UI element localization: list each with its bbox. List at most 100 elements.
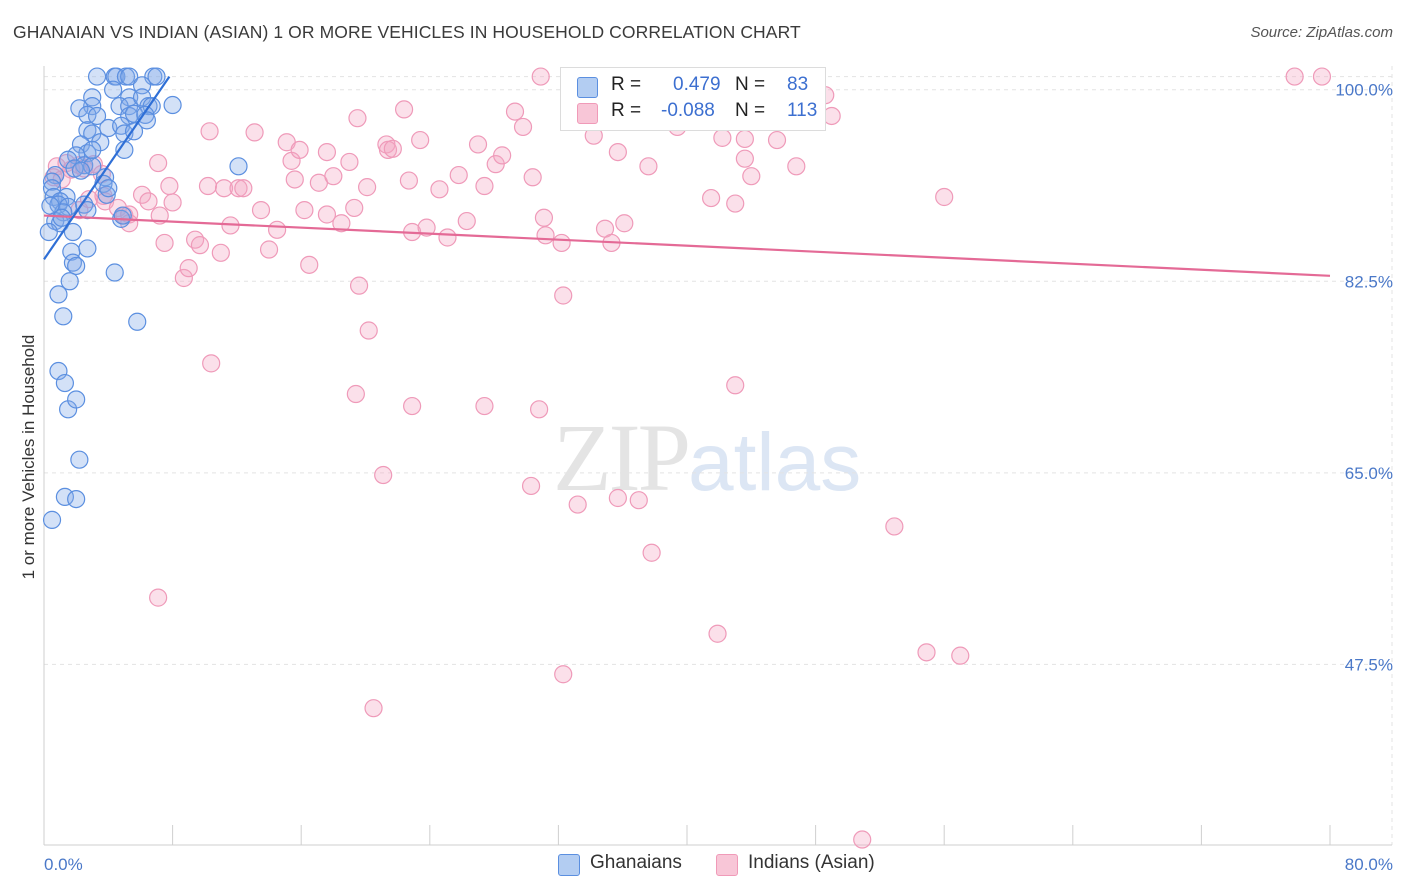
y-tick-label: 47.5% <box>1345 655 1393 674</box>
indians-point <box>200 122 219 141</box>
indians-point <box>317 205 337 224</box>
indians-point <box>475 176 494 196</box>
indians-point <box>917 643 936 662</box>
legend-n-label: N = <box>735 74 766 95</box>
ghanaians-point <box>120 67 139 86</box>
indians-point <box>513 117 533 137</box>
indians-point <box>374 465 393 485</box>
indians-point <box>735 129 754 149</box>
x-tick-label: 0.0% <box>44 855 83 874</box>
indians-point <box>214 179 234 198</box>
indians-point <box>787 157 806 176</box>
indians-point <box>531 67 550 86</box>
indians-point <box>629 491 648 510</box>
indians-point <box>163 193 182 212</box>
indians-point <box>349 276 369 295</box>
ghanaians-point <box>71 161 91 180</box>
indians-point <box>364 699 383 718</box>
legend-n-label: N = <box>735 100 766 121</box>
indians-point <box>457 211 476 231</box>
indians-point <box>403 396 422 416</box>
legend-n-value-indians: 113 <box>787 100 818 121</box>
ghanaians-point <box>87 67 107 86</box>
indians-point <box>642 543 661 562</box>
indians-point <box>132 185 152 204</box>
watermark: ZIPatlas <box>553 402 861 513</box>
indians-point <box>198 176 218 196</box>
indians-points <box>44 67 1332 849</box>
indians-point <box>885 517 904 536</box>
indians-point <box>285 170 304 189</box>
ghanaians-trend-line <box>43 75 171 260</box>
ghanaians-point <box>128 312 147 331</box>
indians-point <box>1285 67 1304 86</box>
ghanaians-point <box>49 285 68 304</box>
indians-point <box>229 179 248 198</box>
ghanaians-point <box>137 111 156 130</box>
axes <box>43 66 1392 846</box>
x-tick-label: 80.0% <box>1345 855 1393 874</box>
y-tick-label: 65.0% <box>1345 464 1393 483</box>
ghanaians-point <box>54 307 73 326</box>
ghanaians-point <box>55 373 74 393</box>
indians-point <box>438 228 457 247</box>
watermark-zip: ZIP <box>553 404 691 511</box>
ghanaians-point <box>70 450 89 469</box>
indians-point <box>853 830 872 849</box>
y-tick-label: 100.0% <box>1335 81 1393 100</box>
indians-point <box>211 243 230 262</box>
indians-point <box>505 102 525 121</box>
y-tick-label: 82.5% <box>1345 272 1393 291</box>
bottom-swatch-indians <box>716 854 738 876</box>
legend-r-label: R = <box>611 74 642 95</box>
ghanaians-point <box>55 487 74 507</box>
indians-point <box>139 192 158 211</box>
indians-point <box>186 230 205 249</box>
indians-point <box>742 167 761 186</box>
ghanaians-point <box>229 157 248 176</box>
indians-trend-line <box>43 214 1331 277</box>
ghanaians-point <box>39 222 58 242</box>
ghanaians-point <box>67 256 86 276</box>
indians-point <box>708 624 727 643</box>
indians-point <box>245 123 264 142</box>
ghanaians-point <box>83 140 102 160</box>
indians-point <box>345 198 364 218</box>
indians-point <box>155 233 174 253</box>
indians-point <box>568 495 587 514</box>
tick-labels: 100.0% 82.5% 65.0% 47.5% 0.0% 80.0% 1 or more … <box>19 81 1393 874</box>
indians-point <box>726 194 745 213</box>
ghanaians-point <box>78 105 97 124</box>
indians-point <box>202 354 221 373</box>
indians-point <box>536 226 555 245</box>
indians-point <box>179 259 198 278</box>
indians-point <box>554 665 573 684</box>
ghanaians-point <box>67 390 86 409</box>
ghanaians-point <box>63 222 83 242</box>
ghanaians-point <box>110 97 129 116</box>
trend-lines <box>43 75 1331 277</box>
indians-point <box>523 168 542 187</box>
indians-point <box>295 201 314 220</box>
indians-point <box>552 233 571 253</box>
indians-point <box>300 255 319 274</box>
indians-point <box>735 149 754 168</box>
indians-point <box>290 140 309 160</box>
indians-point <box>475 396 494 416</box>
indians-point <box>348 109 367 128</box>
ghanaians-point <box>163 95 182 115</box>
indians-point <box>530 400 549 419</box>
legend-r-label: R = <box>611 100 642 121</box>
ghanaians-point <box>147 67 166 86</box>
indians-point <box>767 130 787 150</box>
ghanaians-point <box>67 489 86 509</box>
indians-point <box>149 588 168 607</box>
ghanaians-point <box>78 239 97 258</box>
indians-point <box>190 236 210 255</box>
stats-legend: R = 0.479 N = 83 R = -0.088 N = 113 <box>560 67 826 131</box>
indians-point <box>149 153 168 173</box>
indians-point <box>639 157 658 176</box>
indians-point <box>493 146 512 165</box>
indians-point <box>468 135 488 154</box>
